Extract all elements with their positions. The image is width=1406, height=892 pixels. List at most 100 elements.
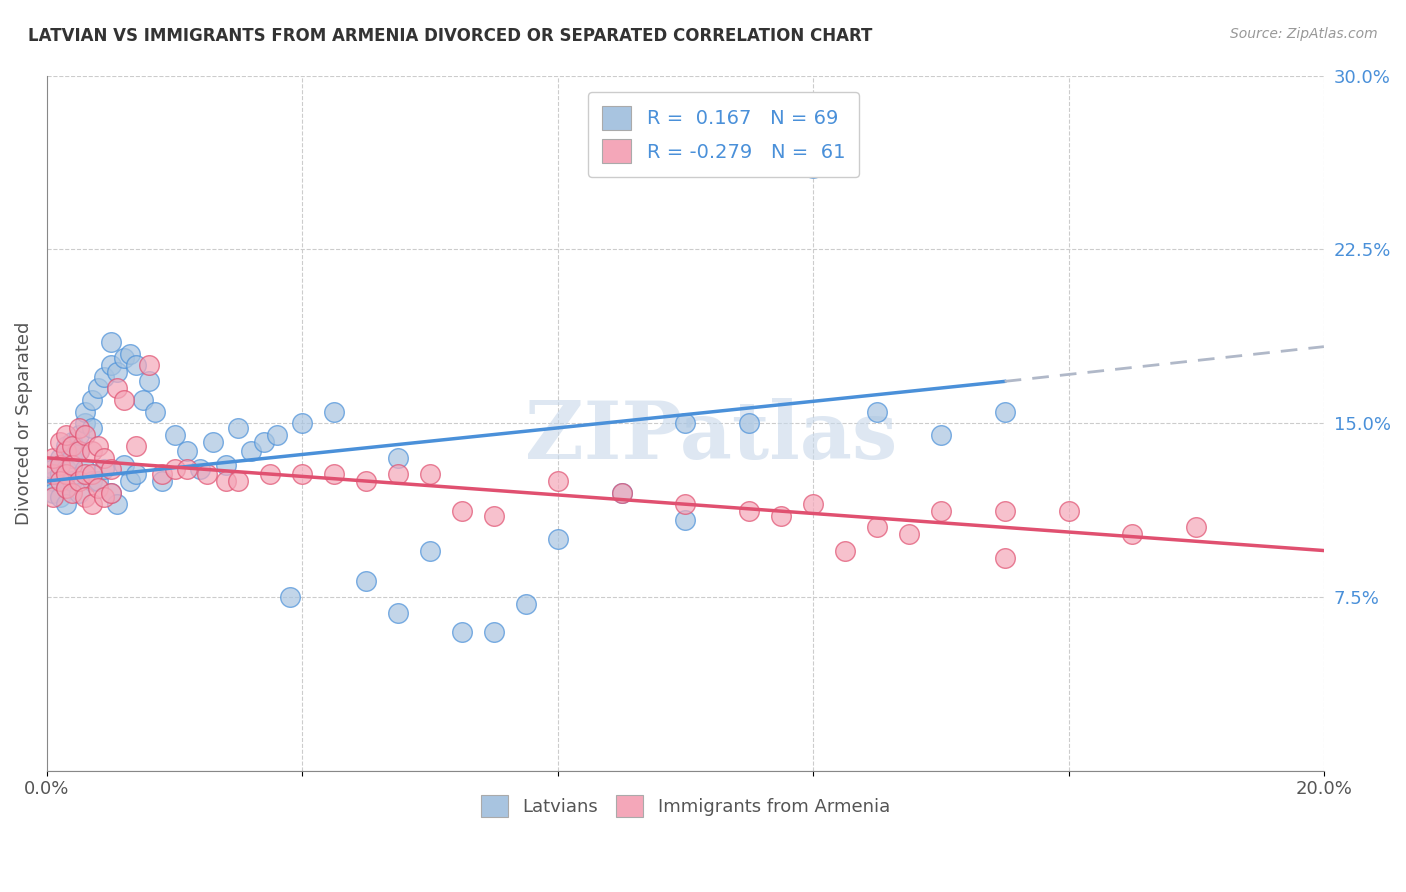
- Point: [1185, 520, 1208, 534]
- Point: [62, 434, 84, 449]
- Point: [138, 375, 160, 389]
- Point: [80, 421, 103, 435]
- Point: [150, 474, 173, 488]
- Point: [215, 458, 238, 472]
- Point: [93, 369, 115, 384]
- Point: [48, 474, 70, 488]
- Point: [93, 462, 115, 476]
- Point: [834, 543, 856, 558]
- Text: ZIPatlas: ZIPatlas: [524, 398, 897, 476]
- Point: [80, 392, 103, 407]
- Point: [228, 474, 250, 488]
- Point: [67, 444, 90, 458]
- Point: [176, 462, 198, 476]
- Point: [42, 485, 65, 500]
- Point: [451, 504, 474, 518]
- Text: Source: ZipAtlas.com: Source: ZipAtlas.com: [1230, 27, 1378, 41]
- Point: [1057, 504, 1080, 518]
- Point: [112, 458, 135, 472]
- Text: LATVIAN VS IMMIGRANTS FROM ARMENIA DIVORCED OR SEPARATED CORRELATION CHART: LATVIAN VS IMMIGRANTS FROM ARMENIA DIVOR…: [28, 27, 873, 45]
- Point: [112, 392, 135, 407]
- Point: [55, 481, 77, 495]
- Point: [801, 497, 824, 511]
- Point: [482, 508, 505, 523]
- Point: [93, 450, 115, 465]
- Point: [125, 358, 148, 372]
- Point: [75, 490, 97, 504]
- Point: [515, 597, 537, 611]
- Point: [75, 404, 97, 418]
- Point: [1121, 527, 1143, 541]
- Point: [62, 450, 84, 465]
- Point: [48, 467, 70, 481]
- Point: [131, 392, 153, 407]
- Point: [419, 543, 441, 558]
- Point: [215, 474, 238, 488]
- Point: [866, 404, 889, 418]
- Point: [67, 444, 90, 458]
- Point: [610, 485, 633, 500]
- Point: [451, 624, 474, 639]
- Point: [323, 467, 346, 481]
- Point: [188, 462, 211, 476]
- Point: [259, 467, 281, 481]
- Point: [253, 434, 276, 449]
- Point: [105, 497, 128, 511]
- Point: [138, 358, 160, 372]
- Point: [112, 351, 135, 366]
- Point: [42, 450, 65, 465]
- Point: [482, 624, 505, 639]
- Point: [150, 467, 173, 481]
- Point: [354, 574, 377, 588]
- Point: [201, 434, 224, 449]
- Point: [67, 421, 90, 435]
- Point: [75, 427, 97, 442]
- Point: [994, 504, 1017, 518]
- Point: [100, 462, 122, 476]
- Point: [80, 444, 103, 458]
- Point: [195, 467, 218, 481]
- Point: [145, 404, 167, 418]
- Point: [387, 606, 409, 620]
- Point: [48, 450, 70, 465]
- Point: [100, 485, 122, 500]
- Point: [42, 490, 65, 504]
- Point: [547, 532, 569, 546]
- Point: [610, 485, 633, 500]
- Point: [100, 485, 122, 500]
- Point: [994, 404, 1017, 418]
- Point: [240, 444, 263, 458]
- Point: [55, 497, 77, 511]
- Point: [673, 497, 696, 511]
- Point: [48, 434, 70, 449]
- Point: [929, 504, 952, 518]
- Point: [163, 462, 186, 476]
- Point: [105, 365, 128, 379]
- Point: [48, 490, 70, 504]
- Point: [75, 467, 97, 481]
- Point: [387, 450, 409, 465]
- Point: [87, 474, 110, 488]
- Point: [387, 467, 409, 481]
- Point: [291, 416, 314, 430]
- Point: [42, 462, 65, 476]
- Point: [266, 427, 288, 442]
- Point: [42, 467, 65, 481]
- Point: [866, 520, 889, 534]
- Point: [770, 508, 793, 523]
- Point: [228, 421, 250, 435]
- Point: [67, 427, 90, 442]
- Point: [738, 416, 761, 430]
- Point: [75, 462, 97, 476]
- Point: [62, 439, 84, 453]
- Point: [87, 481, 110, 495]
- Point: [125, 467, 148, 481]
- Point: [75, 416, 97, 430]
- Point: [55, 439, 77, 453]
- Point: [80, 497, 103, 511]
- Legend: Latvians, Immigrants from Armenia: Latvians, Immigrants from Armenia: [474, 788, 897, 824]
- Point: [87, 381, 110, 395]
- Point: [55, 462, 77, 476]
- Point: [673, 416, 696, 430]
- Y-axis label: Divorced or Separated: Divorced or Separated: [15, 321, 32, 524]
